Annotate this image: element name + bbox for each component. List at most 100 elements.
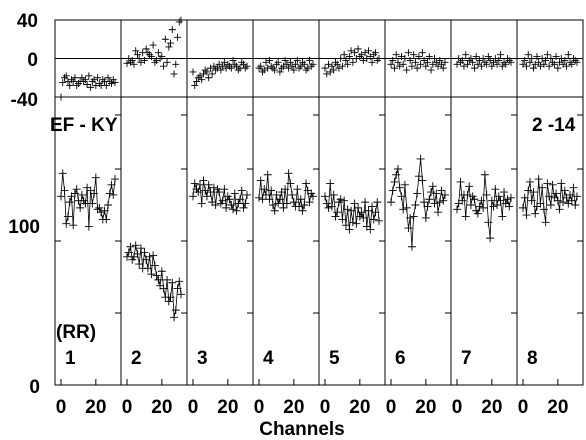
residual-point — [403, 66, 411, 74]
residual-point — [265, 56, 273, 64]
residual-point — [215, 60, 223, 68]
residual-point — [519, 60, 527, 68]
data-point — [393, 165, 402, 173]
data-point — [421, 213, 430, 222]
data-point — [414, 172, 423, 181]
residual-point — [227, 64, 235, 72]
data-point — [164, 297, 173, 306]
residual-point — [470, 64, 478, 72]
residual-point — [396, 62, 404, 70]
residual-point — [349, 58, 357, 66]
data-point — [341, 221, 350, 230]
data-point — [404, 224, 413, 233]
data-point — [430, 199, 439, 208]
residual-point — [85, 72, 93, 80]
data-point — [326, 179, 335, 188]
x-tick-label: 0 — [122, 397, 133, 418]
residual-point — [83, 80, 91, 88]
residual-point — [557, 55, 565, 62]
residual-point — [545, 62, 553, 70]
residual-point — [231, 60, 239, 68]
residual-point — [404, 49, 412, 57]
residual-point — [540, 60, 548, 68]
polarization-tag: (RR) — [56, 322, 96, 343]
x-tick-label: 0 — [320, 397, 331, 418]
x-tick-label: 20 — [481, 397, 502, 418]
residual-point — [502, 60, 510, 68]
residual-point — [330, 66, 338, 74]
y-tick-label-top-zero: 0 — [27, 50, 38, 71]
residual-point — [206, 64, 214, 72]
residual-point — [160, 62, 168, 70]
residual-point — [366, 53, 374, 61]
residual-point — [434, 62, 442, 70]
data-point — [413, 189, 422, 198]
residual-point — [73, 81, 81, 89]
residual-point — [500, 58, 508, 66]
data-point — [400, 180, 409, 189]
data-point — [105, 189, 114, 198]
data-point — [260, 185, 269, 194]
data-point — [409, 212, 418, 221]
residual-point — [394, 58, 402, 66]
data-point — [397, 192, 406, 201]
residual-point — [535, 58, 543, 66]
residual-point — [342, 56, 350, 64]
data-point — [265, 195, 274, 204]
data-point — [288, 190, 297, 199]
residual-point — [455, 55, 463, 62]
residual-point — [352, 55, 360, 62]
data-point — [432, 189, 441, 198]
residual-point — [158, 53, 166, 61]
x-tick-label: 0 — [254, 397, 265, 418]
residual-point — [571, 56, 579, 64]
residual-point — [276, 68, 284, 76]
data-point — [81, 199, 90, 208]
residual-point — [479, 55, 487, 62]
residual-point — [324, 60, 332, 68]
residual-point — [69, 78, 77, 86]
annotation-right-label: 2 -14 — [532, 115, 576, 136]
residual-point — [337, 55, 345, 62]
data-point — [270, 206, 279, 215]
residual-point — [338, 62, 346, 70]
data-point — [100, 206, 109, 215]
residual-point — [74, 80, 82, 88]
residual-point — [144, 49, 152, 57]
residual-point — [66, 81, 74, 89]
data-point — [348, 218, 357, 227]
residual-point — [365, 47, 373, 55]
residual-point — [151, 58, 159, 66]
data-point — [439, 196, 448, 205]
data-point — [143, 264, 152, 273]
residual-point — [137, 58, 145, 66]
residual-point — [109, 76, 117, 84]
data-point — [519, 203, 527, 212]
residual-point — [372, 49, 380, 57]
residual-point — [566, 58, 574, 66]
data-point — [491, 185, 500, 194]
data-point — [109, 190, 118, 199]
residual-point — [67, 76, 75, 84]
residual-point — [240, 60, 248, 68]
residual-point — [278, 64, 286, 72]
residual-point — [344, 60, 352, 68]
data-point — [305, 198, 314, 207]
data-point — [427, 188, 436, 197]
residual-point — [304, 64, 312, 72]
data-point — [166, 293, 175, 302]
data-point — [135, 260, 144, 269]
residual-point — [260, 66, 268, 74]
data-point — [163, 275, 172, 284]
data-point — [435, 198, 444, 207]
data-point — [104, 201, 113, 209]
data-point — [97, 208, 106, 217]
residual-point — [425, 53, 433, 61]
residual-point — [441, 58, 449, 66]
data-point — [522, 211, 531, 220]
data-point — [507, 193, 515, 202]
data-point — [538, 183, 547, 192]
residual-point — [290, 66, 298, 74]
data-point — [493, 201, 502, 209]
data-point — [560, 186, 569, 195]
